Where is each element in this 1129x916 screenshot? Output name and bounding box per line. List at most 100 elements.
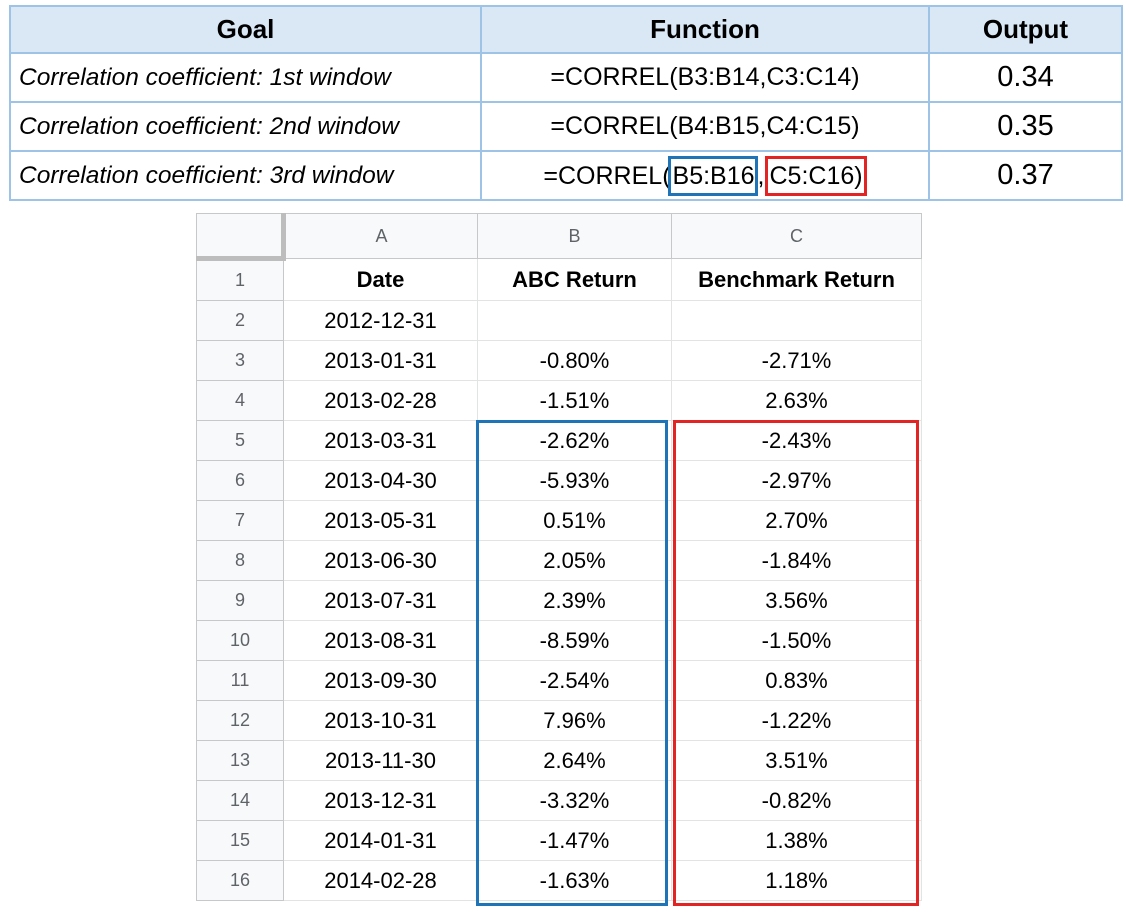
cell-date[interactable]: 2013-01-31 xyxy=(283,340,478,381)
column-header-a[interactable]: A xyxy=(283,213,478,259)
output-header: Output xyxy=(928,5,1123,54)
column-header-b[interactable]: B xyxy=(477,213,672,259)
cell-abc-return[interactable]: -8.59% xyxy=(477,620,672,661)
cell-date[interactable]: 2013-05-31 xyxy=(283,500,478,541)
table-row: 6 2013-04-30 -5.93% -2.97% xyxy=(196,460,922,501)
cell-benchmark-return[interactable]: 1.18% xyxy=(671,860,922,901)
cell-date[interactable]: 2013-11-30 xyxy=(283,740,478,781)
row-header[interactable]: 13 xyxy=(196,740,284,781)
function-cell[interactable]: =CORREL(B4:B15,C4:C15) xyxy=(480,101,930,152)
formula-separator: , xyxy=(757,161,765,190)
summary-row: Correlation coefficient: 2nd window =COR… xyxy=(9,101,1123,152)
cell-abc-return[interactable]: 2.39% xyxy=(477,580,672,621)
row-header[interactable]: 10 xyxy=(196,620,284,661)
select-all-corner[interactable] xyxy=(196,213,286,261)
goal-header: Goal xyxy=(9,5,482,54)
cell-date[interactable]: 2013-12-31 xyxy=(283,780,478,821)
cell-benchmark-header[interactable]: Benchmark Return xyxy=(671,258,922,301)
cell-abc-return[interactable]: -2.62% xyxy=(477,420,672,461)
column-header-c[interactable]: C xyxy=(671,213,922,259)
table-row: 9 2013-07-31 2.39% 3.56% xyxy=(196,580,922,621)
cell-benchmark-return[interactable]: 3.56% xyxy=(671,580,922,621)
cell-abc-return[interactable] xyxy=(477,300,672,341)
function-cell[interactable]: =CORREL(B5:B16, C5:C16) xyxy=(480,150,930,201)
cell-abc-return[interactable]: -1.51% xyxy=(477,380,672,421)
cell-date[interactable]: 2013-09-30 xyxy=(283,660,478,701)
spreadsheet-grid: A B C 1 Date ABC Return Benchmark Return… xyxy=(196,213,922,901)
row-header[interactable]: 7 xyxy=(196,500,284,541)
cell-date[interactable]: 2014-01-31 xyxy=(283,820,478,861)
cell-date[interactable]: 2013-06-30 xyxy=(283,540,478,581)
row-header[interactable]: 8 xyxy=(196,540,284,581)
row-header[interactable]: 11 xyxy=(196,660,284,701)
cell-abc-return[interactable]: -1.47% xyxy=(477,820,672,861)
cell-date[interactable]: 2013-04-30 xyxy=(283,460,478,501)
row-header[interactable]: 2 xyxy=(196,300,284,341)
cell-date[interactable]: 2013-07-31 xyxy=(283,580,478,621)
row-header[interactable]: 3 xyxy=(196,340,284,381)
table-row: 8 2013-06-30 2.05% -1.84% xyxy=(196,540,922,581)
cell-benchmark-return[interactable] xyxy=(671,300,922,341)
table-row: 7 2013-05-31 0.51% 2.70% xyxy=(196,500,922,541)
row-header[interactable]: 14 xyxy=(196,780,284,821)
table-row: 15 2014-01-31 -1.47% 1.38% xyxy=(196,820,922,861)
table-row: 1 Date ABC Return Benchmark Return xyxy=(196,258,922,301)
cell-benchmark-return[interactable]: -0.82% xyxy=(671,780,922,821)
cell-benchmark-return[interactable]: -1.22% xyxy=(671,700,922,741)
function-header: Function xyxy=(480,5,930,54)
cell-benchmark-return[interactable]: 3.51% xyxy=(671,740,922,781)
cell-abc-return[interactable]: -5.93% xyxy=(477,460,672,501)
output-cell[interactable]: 0.37 xyxy=(928,150,1123,201)
row-header[interactable]: 16 xyxy=(196,860,284,901)
cell-abc-return[interactable]: 2.05% xyxy=(477,540,672,581)
range-c-highlight: C5:C16) xyxy=(764,155,867,196)
cell-benchmark-return[interactable]: -2.71% xyxy=(671,340,922,381)
cell-benchmark-return[interactable]: -2.97% xyxy=(671,460,922,501)
cell-benchmark-return[interactable]: -1.50% xyxy=(671,620,922,661)
table-row: 4 2013-02-28 -1.51% 2.63% xyxy=(196,380,922,421)
table-row: 14 2013-12-31 -3.32% -0.82% xyxy=(196,780,922,821)
output-cell[interactable]: 0.35 xyxy=(928,101,1123,152)
range-b-highlight: B5:B16 xyxy=(667,155,758,196)
row-header[interactable]: 9 xyxy=(196,580,284,621)
cell-benchmark-return[interactable]: -2.43% xyxy=(671,420,922,461)
row-header[interactable]: 6 xyxy=(196,460,284,501)
cell-benchmark-return[interactable]: 0.83% xyxy=(671,660,922,701)
cell-benchmark-return[interactable]: -1.84% xyxy=(671,540,922,581)
row-header[interactable]: 12 xyxy=(196,700,284,741)
range-c-text: C5:C16 xyxy=(769,161,855,190)
cell-abc-return[interactable]: -2.54% xyxy=(477,660,672,701)
cell-abc-return[interactable]: 2.64% xyxy=(477,740,672,781)
table-row: 2 2012-12-31 xyxy=(196,300,922,341)
formula-suffix: ) xyxy=(854,161,863,190)
cell-date[interactable]: 2013-03-31 xyxy=(283,420,478,461)
goal-cell[interactable]: Correlation coefficient: 3rd window xyxy=(9,150,482,201)
cell-abc-header[interactable]: ABC Return xyxy=(477,258,672,301)
correl-summary-table: Goal Function Output Correlation coeffic… xyxy=(9,5,1123,201)
goal-cell[interactable]: Correlation coefficient: 2nd window xyxy=(9,101,482,152)
cell-benchmark-return[interactable]: 2.70% xyxy=(671,500,922,541)
column-header-row: A B C xyxy=(196,213,922,261)
formula-prefix: =CORREL( xyxy=(543,161,671,190)
cell-date[interactable]: 2012-12-31 xyxy=(283,300,478,341)
output-cell[interactable]: 0.34 xyxy=(928,52,1123,103)
cell-benchmark-return[interactable]: 2.63% xyxy=(671,380,922,421)
cell-date-header[interactable]: Date xyxy=(283,258,478,301)
row-header[interactable]: 5 xyxy=(196,420,284,461)
table-row: 11 2013-09-30 -2.54% 0.83% xyxy=(196,660,922,701)
row-header[interactable]: 4 xyxy=(196,380,284,421)
cell-abc-return[interactable]: 0.51% xyxy=(477,500,672,541)
row-header[interactable]: 1 xyxy=(196,258,284,301)
row-header[interactable]: 15 xyxy=(196,820,284,861)
cell-date[interactable]: 2013-02-28 xyxy=(283,380,478,421)
cell-abc-return[interactable]: -0.80% xyxy=(477,340,672,381)
cell-abc-return[interactable]: -3.32% xyxy=(477,780,672,821)
cell-benchmark-return[interactable]: 1.38% xyxy=(671,820,922,861)
cell-date[interactable]: 2013-08-31 xyxy=(283,620,478,661)
cell-abc-return[interactable]: 7.96% xyxy=(477,700,672,741)
cell-abc-return[interactable]: -1.63% xyxy=(477,860,672,901)
cell-date[interactable]: 2013-10-31 xyxy=(283,700,478,741)
function-cell[interactable]: =CORREL(B3:B14,C3:C14) xyxy=(480,52,930,103)
cell-date[interactable]: 2014-02-28 xyxy=(283,860,478,901)
goal-cell[interactable]: Correlation coefficient: 1st window xyxy=(9,52,482,103)
